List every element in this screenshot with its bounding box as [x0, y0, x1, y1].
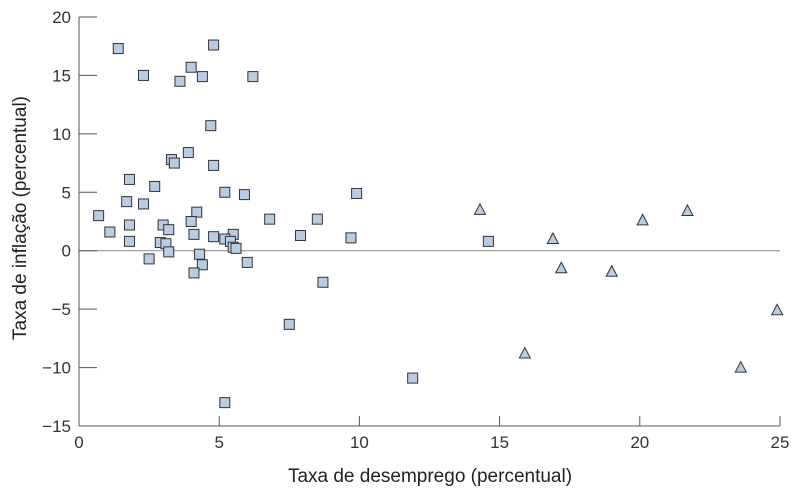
square-point: [407, 372, 419, 384]
square-point: [182, 147, 194, 159]
square-point: [163, 246, 175, 258]
square-point: [188, 267, 200, 279]
square-point: [149, 180, 161, 192]
square-point: [137, 198, 149, 210]
y-axis-label: Taxa de inflação (percentual): [10, 96, 31, 340]
triangle-point: [546, 231, 560, 245]
square-point: [208, 39, 220, 51]
triangle-point: [473, 202, 487, 215]
y-tick-label: 5: [62, 183, 71, 202]
square-point: [351, 187, 363, 199]
square-point: [123, 235, 135, 247]
square-point: [185, 216, 197, 227]
square-point: [482, 235, 494, 247]
triangle-point: [734, 360, 748, 373]
y-tick-label: −10: [42, 359, 71, 378]
square-point: [247, 71, 259, 83]
square-point: [241, 256, 253, 268]
triangle-point: [770, 303, 784, 316]
square-point: [112, 43, 124, 55]
square-point: [196, 259, 208, 271]
square-point: [194, 248, 206, 260]
square-point: [219, 186, 231, 198]
square-point: [205, 120, 217, 132]
square-point: [123, 173, 135, 185]
x-tick-label: 25: [771, 433, 790, 452]
triangle-point: [636, 213, 649, 226]
square-point: [143, 253, 155, 265]
square-point: [188, 228, 200, 240]
y-tick-label: 15: [52, 66, 71, 85]
square-point: [163, 224, 175, 236]
x-tick-label: 10: [350, 433, 369, 452]
square-point: [230, 242, 242, 254]
square-point: [317, 276, 329, 288]
triangle-point: [518, 346, 532, 359]
y-tick-label: −15: [42, 417, 71, 436]
triangle-point: [554, 261, 568, 274]
square-point: [137, 69, 149, 81]
square-point: [196, 71, 208, 83]
x-tick-label: 20: [630, 433, 649, 452]
triangle-point: [605, 264, 619, 277]
square-point: [93, 210, 105, 222]
x-tick-label: 5: [214, 433, 223, 452]
square-point: [283, 318, 295, 330]
square-point: [219, 397, 231, 409]
y-tick-label: 10: [52, 125, 71, 144]
square-point: [345, 232, 357, 244]
y-tick-label: −5: [52, 300, 71, 319]
square-point: [295, 230, 307, 242]
square-point: [123, 219, 135, 231]
data-points: [93, 39, 784, 409]
square-point: [185, 61, 197, 73]
square-point: [174, 75, 186, 87]
square-point: [191, 206, 203, 218]
square-point: [238, 189, 250, 201]
square-point: [168, 157, 180, 169]
x-axis-label: Taxa de desemprego (percentual): [288, 466, 572, 487]
square-point: [121, 196, 133, 208]
square-point: [208, 231, 220, 243]
y-tick-label: 0: [62, 242, 71, 261]
square-point: [208, 159, 220, 171]
x-tick-label: 0: [74, 433, 83, 452]
square-point: [264, 213, 276, 225]
square-point: [104, 226, 116, 238]
y-tick-label: 20: [52, 8, 71, 27]
triangle-point: [681, 203, 694, 216]
square-point: [311, 213, 323, 225]
x-tick-label: 15: [490, 433, 509, 452]
